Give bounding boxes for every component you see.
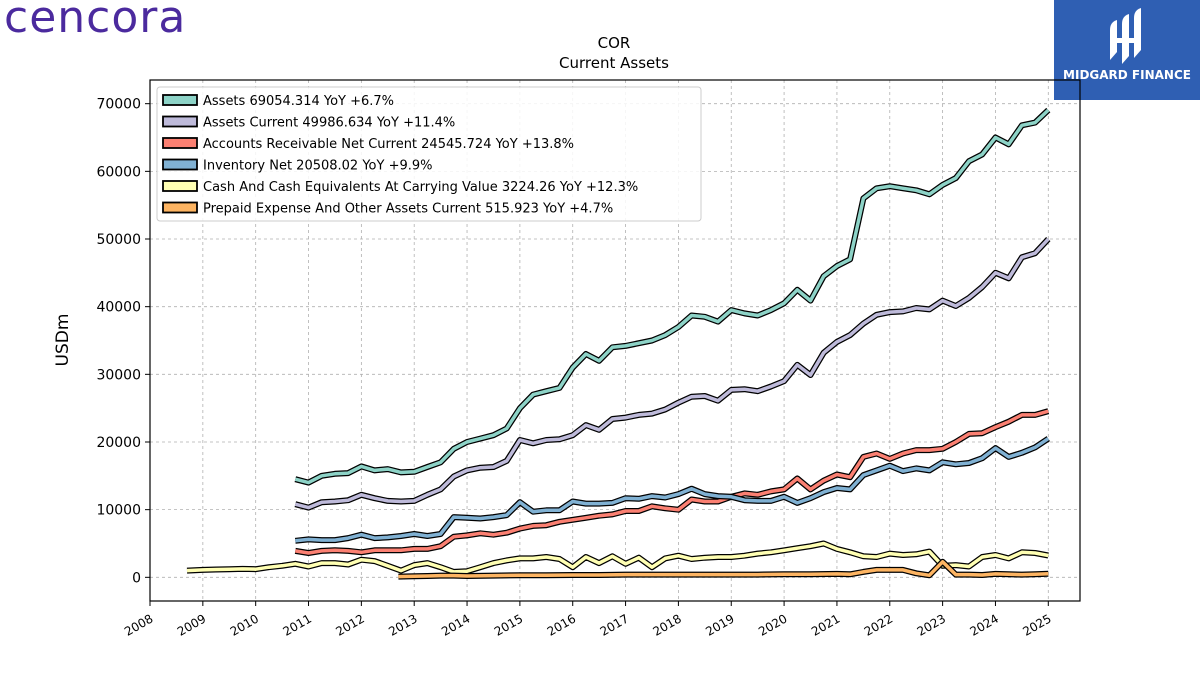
legend-swatch — [162, 201, 198, 214]
legend-swatch — [162, 158, 198, 171]
series-1 — [294, 237, 1051, 511]
chart-subtitle: Current Assets — [559, 54, 669, 72]
legend-label: Cash And Cash Equivalents At Carrying Va… — [203, 180, 638, 195]
x-tick-label: 2016 — [545, 611, 578, 638]
x-tick-label: 2008 — [122, 611, 155, 638]
y-tick-label: 0 — [132, 570, 141, 586]
series-line — [294, 237, 1050, 510]
legend: Assets 69054.314 YoY +6.7% Assets Current… — [156, 86, 702, 222]
legend-swatch — [162, 180, 198, 192]
x-tick-label: 2018 — [650, 611, 683, 638]
x-tick-label: 2017 — [598, 611, 631, 638]
x-tick-label: 2015 — [492, 611, 525, 638]
legend-label: Accounts Receivable Net Current 24545.72… — [203, 137, 574, 152]
x-tick-label: 2013 — [386, 611, 419, 638]
series-line-outline — [294, 436, 1050, 544]
y-tick-label: 70000 — [96, 97, 141, 113]
midgard-emblem-icon — [1110, 8, 1141, 64]
series-0 — [294, 107, 1051, 486]
x-tick-label: 2024 — [968, 611, 1001, 638]
y-tick-label: 40000 — [96, 300, 141, 316]
series-line — [186, 541, 1049, 574]
series-4 — [186, 540, 1049, 575]
x-tick-label: 2023 — [915, 611, 948, 638]
y-axis-label: USDm — [53, 314, 73, 367]
series-line — [295, 437, 1050, 543]
x-tick-label: 2012 — [333, 611, 366, 638]
plot-frame — [149, 79, 1081, 602]
legend-swatch — [162, 94, 198, 106]
legend-label: Inventory Net 20508.02 YoY +9.9% — [203, 159, 433, 174]
legend-box — [156, 86, 702, 222]
series-2 — [294, 408, 1050, 556]
series-5 — [398, 558, 1049, 580]
midgard-finance-text: MIDGARD FINANCE — [1063, 68, 1191, 82]
series-line — [294, 108, 1050, 485]
chart-title: COR — [598, 34, 631, 52]
x-tick-label: 2019 — [703, 611, 736, 638]
x-tick-label: 2020 — [756, 611, 789, 638]
midgard-finance-logo: MIDGARD FINANCE — [1054, 0, 1200, 100]
legend-label: Prepaid Expense And Other Assets Current… — [203, 202, 613, 217]
x-tick-label: 2010 — [228, 611, 261, 638]
x-tick-label: 2011 — [281, 611, 314, 638]
y-tick-label: 50000 — [96, 232, 141, 248]
series-layer — [186, 107, 1051, 580]
series-line — [398, 560, 1049, 579]
x-tick-label: 2021 — [809, 611, 842, 638]
legend-label: Assets 69054.314 YoY +6.7% — [203, 94, 394, 109]
series-line — [295, 409, 1049, 555]
legend-swatch — [162, 115, 198, 128]
legend-swatch — [162, 137, 198, 149]
y-tick-label: 30000 — [96, 367, 141, 383]
y-tick-label: 20000 — [96, 435, 141, 451]
y-tick-label: 10000 — [96, 503, 141, 519]
x-tick-label: 2014 — [439, 611, 472, 638]
x-tick-label: 2009 — [175, 611, 208, 638]
y-tick-label: 60000 — [96, 164, 141, 180]
cencora-logo: cencora — [4, 0, 187, 43]
series-line-outline — [294, 408, 1050, 556]
x-tick-label: 2025 — [1020, 611, 1053, 638]
legend-label: Assets Current 49986.634 YoY +11.4% — [203, 116, 455, 131]
x-tick-label: 2022 — [862, 611, 895, 638]
series-3 — [294, 436, 1050, 544]
